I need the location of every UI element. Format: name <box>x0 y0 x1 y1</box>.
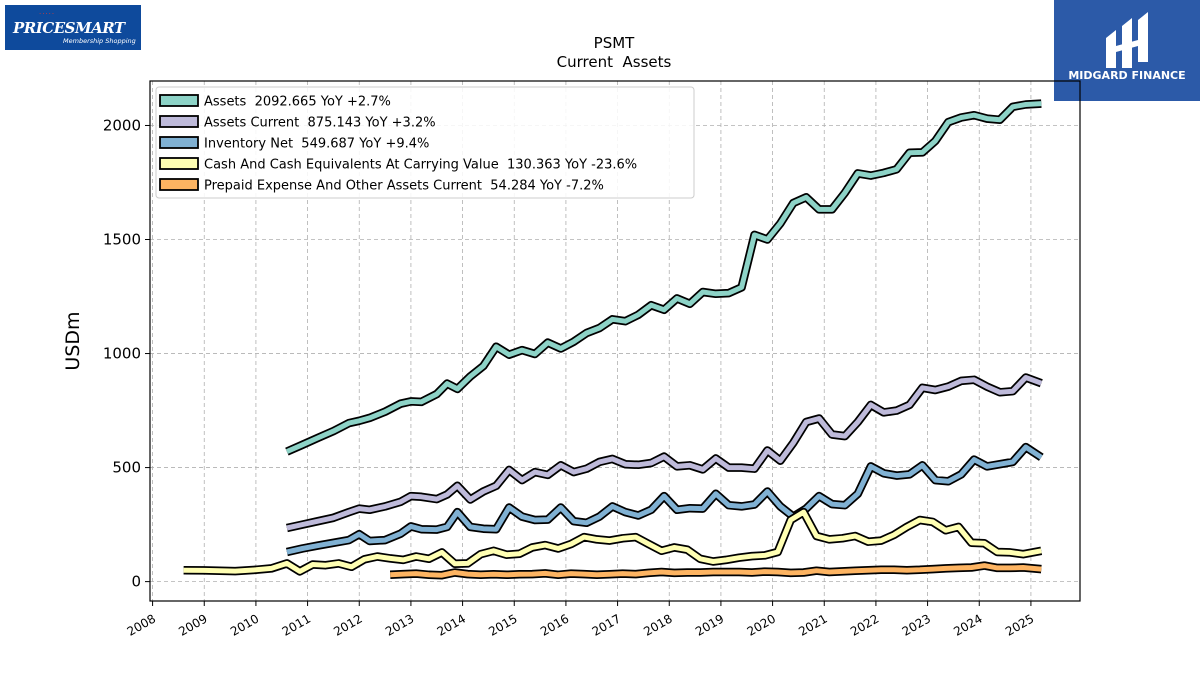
legend: Assets 2092.665 YoY +2.7% Assets Current … <box>155 86 695 199</box>
series-line-fill <box>285 101 1042 454</box>
x-tick-label: 2015 <box>486 611 519 638</box>
x-tick-label: 2011 <box>280 611 313 638</box>
legend-label: Assets 2092.665 YoY +2.7% <box>204 95 391 110</box>
chart-title: PSMT <box>594 34 636 52</box>
series-line-1 <box>285 373 1043 533</box>
midgard-finance-logo: MIDGARD FINANCE <box>1054 0 1200 101</box>
x-tick-label: 2017 <box>590 611 623 638</box>
series-lines <box>183 99 1044 580</box>
y-axis-label: USDm <box>62 311 84 370</box>
legend-label: Cash And Cash Equivalents At Carrying Va… <box>204 158 637 173</box>
y-tick-label: 1000 <box>103 345 141 363</box>
x-tick-label: 2012 <box>331 611 364 638</box>
pricesmart-logo-text: PRICESMART <box>13 19 125 37</box>
x-tick-label: 2009 <box>176 611 209 638</box>
x-tick-label: 2021 <box>796 611 829 638</box>
x-tick-label: 2025 <box>1003 611 1036 638</box>
legend-label: Assets Current 875.143 YoY +3.2% <box>204 116 436 131</box>
legend-box <box>155 86 695 199</box>
x-tick-label: 2024 <box>951 611 984 638</box>
x-tick-label: 2014 <box>435 611 468 638</box>
chart-subtitle: Current Assets <box>557 53 672 71</box>
pricesmart-logo-subtext: Membership Shopping <box>63 37 136 45</box>
series-line-fill <box>286 444 1043 555</box>
series-line-3 <box>183 507 1043 576</box>
plot-frame <box>149 80 1081 602</box>
y-tick-label: 0 <box>131 573 141 591</box>
series-line-2 <box>285 442 1044 557</box>
midgard-emblem-icon <box>1106 12 1148 68</box>
pricesmart-logo: ····· PRICESMART Membership Shopping <box>5 5 141 50</box>
series-line-4 <box>389 561 1042 580</box>
y-tick-label: 500 <box>112 459 141 477</box>
x-tick-label: 2016 <box>538 611 571 638</box>
logo-dots-decoration: ····· <box>39 10 56 18</box>
legend-swatch <box>159 157 199 170</box>
y-tick-label: 1500 <box>103 231 141 249</box>
legend-label: Prepaid Expense And Other Assets Current… <box>204 179 604 194</box>
legend-swatch <box>159 115 199 128</box>
x-tick-label: 2010 <box>228 611 261 638</box>
x-tick-label: 2013 <box>383 611 416 638</box>
series-line-fill <box>286 375 1043 531</box>
y-tick-label: 2000 <box>103 116 141 134</box>
legend-swatch <box>159 94 199 107</box>
legend-swatch <box>159 136 199 149</box>
x-tick-label: 2020 <box>745 611 778 638</box>
legend-label: Inventory Net 549.687 YoY +9.4% <box>204 137 429 152</box>
x-tick-label: 2022 <box>848 611 881 638</box>
series-line-0 <box>285 99 1042 456</box>
series-line-fill <box>183 509 1042 574</box>
x-tick-label: 2008 <box>125 611 158 638</box>
legend-swatch <box>159 178 199 191</box>
series-line-fill <box>390 563 1042 578</box>
midgard-finance-label: MIDGARD FINANCE <box>1068 69 1186 82</box>
x-tick-label: 2019 <box>693 611 726 638</box>
x-tick-label: 2018 <box>641 611 674 638</box>
x-tick-label: 2023 <box>900 611 933 638</box>
